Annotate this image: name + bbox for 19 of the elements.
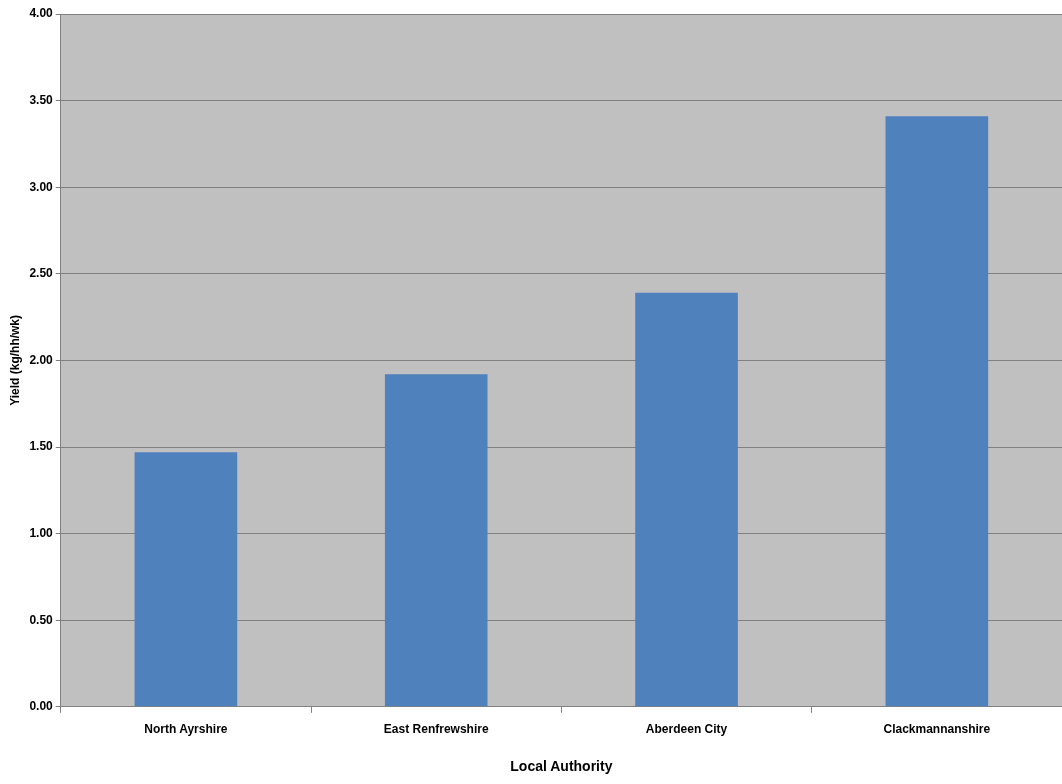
- y-tick-label: 0.00: [29, 699, 54, 714]
- bar: [134, 452, 238, 707]
- y-tick-label: 4.00: [29, 6, 54, 21]
- x-axis-title: Local Authority: [510, 758, 613, 775]
- y-tick-label: 0.50: [29, 612, 54, 627]
- x-tick-label: North Ayrshire: [144, 722, 228, 737]
- y-tick-label: 1.00: [29, 525, 54, 540]
- y-tick-label: 3.50: [29, 92, 54, 107]
- bar: [885, 116, 989, 707]
- y-axis-title: Yield (kg/hh/wk): [7, 314, 22, 406]
- bar: [635, 292, 738, 707]
- y-tick-label: 2.00: [29, 352, 54, 367]
- x-tick-label: East Renfrewshire: [383, 722, 489, 737]
- bar: [384, 374, 488, 707]
- y-tick-label: 2.50: [29, 266, 54, 281]
- y-tick-label: 3.00: [29, 179, 54, 194]
- x-tick-label: Aberdeen City: [645, 722, 728, 737]
- x-tick-label: Clackmannanshire: [883, 722, 991, 737]
- y-tick-label: 1.50: [29, 439, 54, 454]
